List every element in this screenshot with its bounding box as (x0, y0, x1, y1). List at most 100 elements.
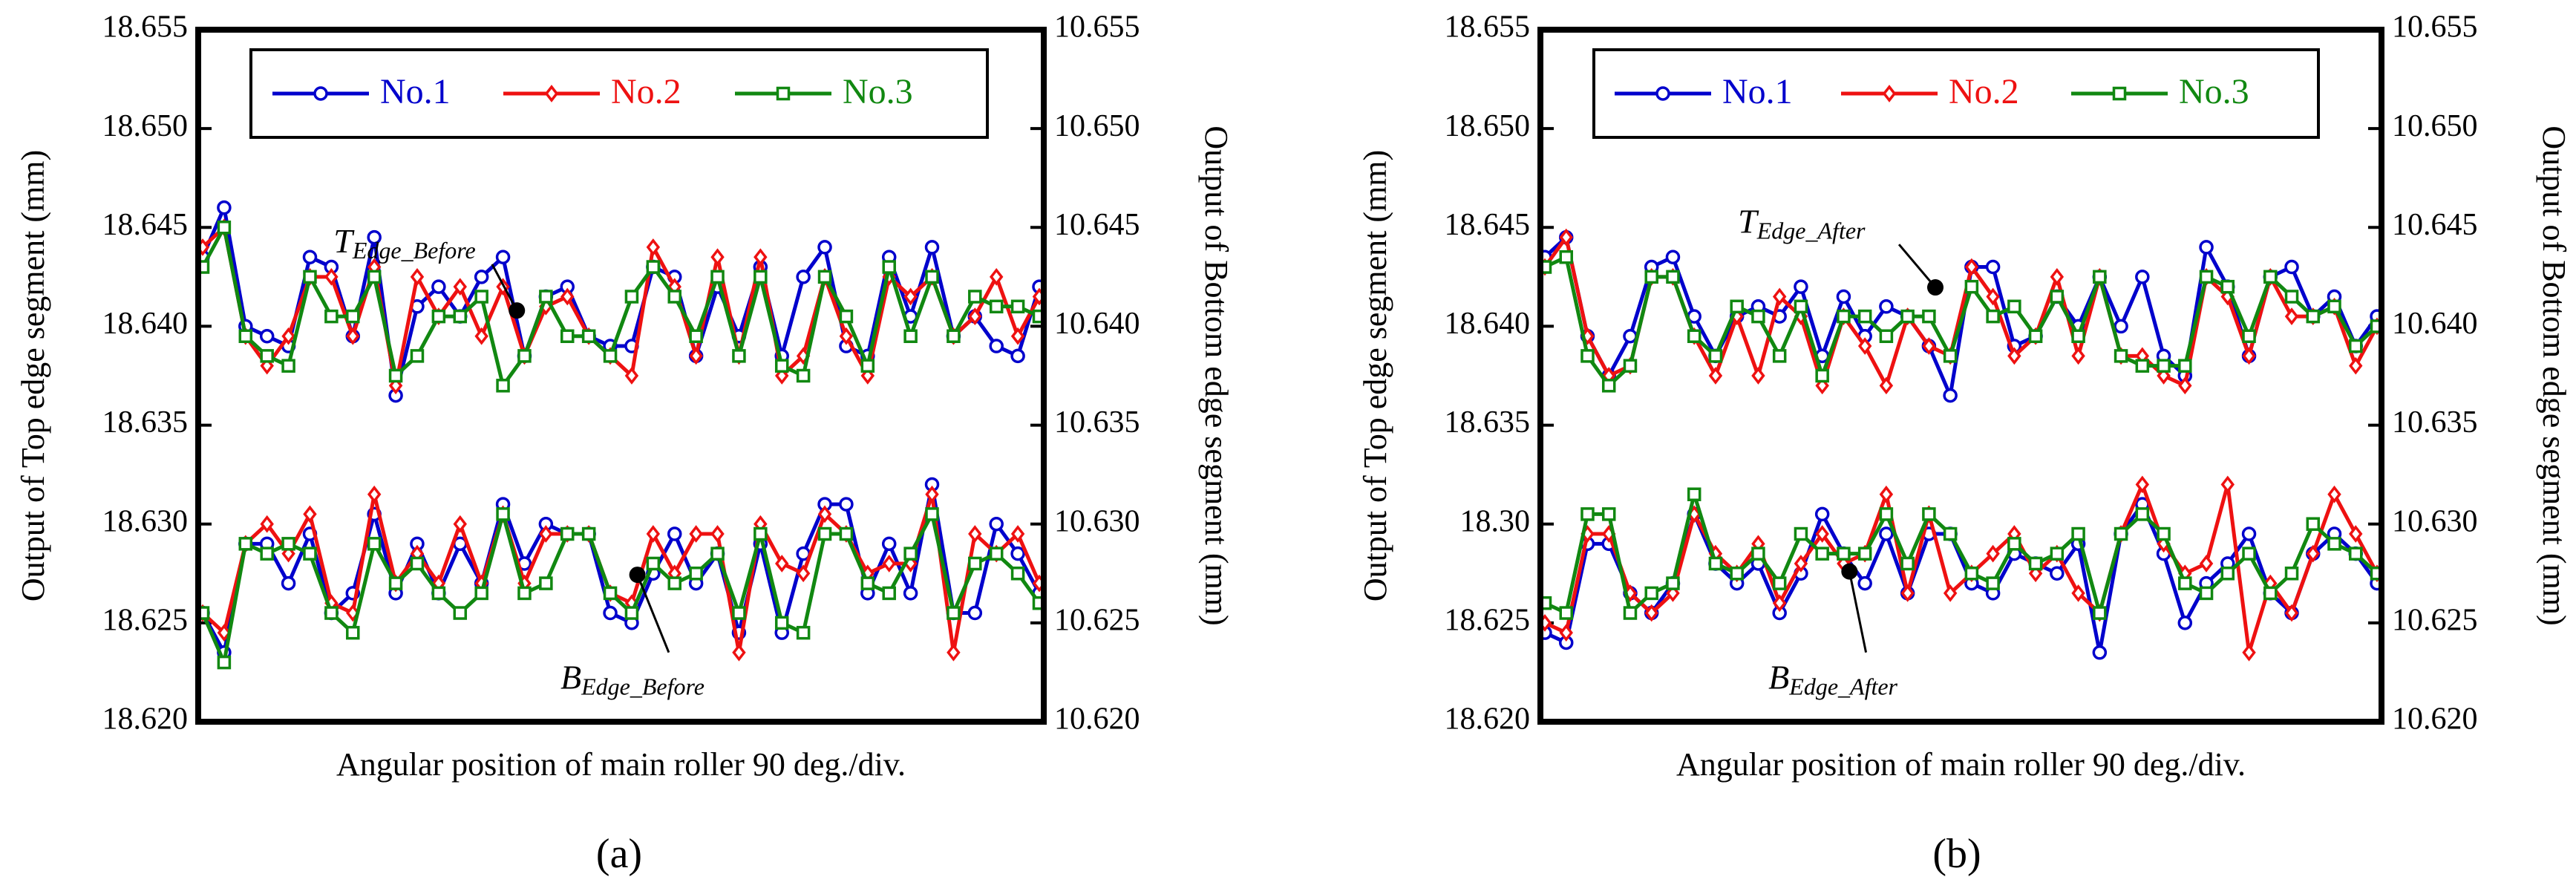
marker (1879, 526, 1894, 541)
marker (1794, 279, 1808, 294)
marker (2306, 517, 2321, 531)
marker (560, 526, 575, 541)
marker (238, 537, 253, 551)
marker (968, 307, 982, 325)
marker (1794, 299, 1808, 314)
marker (1559, 249, 1573, 264)
annotation-label: BEdge_Before (560, 658, 705, 700)
marker (1985, 259, 2001, 275)
annotation-dot (509, 302, 526, 319)
marker (217, 221, 232, 235)
series-line (1543, 492, 2379, 616)
marker (1601, 507, 1616, 521)
y2-tick-label: 10.630 (2392, 504, 2478, 538)
marker (1708, 349, 1723, 363)
marker (1879, 485, 1894, 503)
panel-label: (a) (596, 831, 642, 877)
legend-marker (1882, 85, 1897, 102)
marker (1879, 507, 1894, 521)
marker (303, 270, 317, 284)
y-axis-label: Output of Top edge segment (mm) (1357, 150, 1393, 601)
y2-axis-label: Output of Bottom edge segment (mm) (1198, 125, 1235, 625)
annotation-arrow (491, 264, 518, 311)
marker (2327, 537, 2341, 551)
marker (496, 507, 510, 521)
marker (2157, 526, 2171, 541)
marker (2349, 525, 2363, 543)
marker (260, 546, 274, 561)
marker (474, 586, 488, 601)
marker (560, 329, 575, 343)
y2-tick-label: 10.640 (1054, 307, 1140, 341)
marker (2306, 309, 2321, 324)
marker (346, 625, 360, 640)
y2-tick-label: 10.635 (2392, 405, 2478, 440)
y-tick-label: 18.645 (102, 208, 189, 242)
marker (839, 497, 854, 512)
marker (2114, 349, 2128, 363)
marker (775, 555, 789, 572)
marker (431, 586, 446, 601)
marker (2199, 586, 2214, 601)
marker (1922, 309, 1936, 324)
marker (947, 643, 961, 662)
marker (2284, 567, 2299, 581)
annotation-subscript: Edge_Before (581, 673, 705, 700)
marker (925, 507, 939, 521)
annotation-label: BEdge_After (1768, 658, 1897, 700)
marker (217, 624, 232, 642)
annotation-main: B (560, 658, 581, 696)
marker (839, 327, 854, 345)
marker (431, 309, 446, 324)
marker (689, 525, 703, 543)
marker (1986, 576, 2000, 590)
marker (410, 349, 425, 363)
marker (1708, 556, 1723, 571)
marker (1815, 546, 1829, 561)
marker (2114, 526, 2128, 541)
y-tick-label: 18.650 (1445, 109, 1531, 143)
marker (1900, 556, 1915, 571)
annotation-main: T (1738, 202, 1759, 240)
marker (646, 525, 661, 543)
marker (667, 576, 681, 590)
marker (710, 270, 725, 284)
y2-tick-label: 10.640 (2392, 307, 2478, 341)
marker (903, 586, 918, 601)
marker (774, 616, 789, 630)
marker (2199, 270, 2214, 284)
marker (817, 240, 832, 255)
marker (495, 249, 511, 264)
marker (839, 309, 854, 324)
marker (1751, 367, 1765, 385)
marker (388, 376, 403, 395)
marker (2177, 616, 2193, 630)
marker (1601, 379, 1616, 393)
marker (1794, 555, 1808, 572)
marker (817, 270, 832, 284)
marker (2007, 537, 2021, 551)
annotation-main: B (1768, 658, 1789, 696)
marker (453, 278, 467, 296)
marker (367, 485, 382, 503)
y-tick-label: 18.620 (102, 702, 189, 737)
y-tick-label: 18.30 (1460, 504, 1531, 538)
marker (796, 270, 811, 284)
legend-marker (2112, 86, 2127, 101)
chart-panel: 18.620 18.625 18.30 18.635 18.640 18.645 18.65… (1357, 10, 2572, 877)
marker (259, 328, 275, 344)
y-tick-label: 18.655 (1445, 10, 1531, 45)
marker (624, 290, 639, 304)
marker (324, 268, 339, 286)
marker (2157, 359, 2171, 373)
marker (989, 546, 1004, 561)
marker (710, 248, 725, 267)
marker (967, 605, 983, 621)
legend-box (249, 48, 989, 139)
marker (2050, 290, 2065, 304)
y2-tick-label: 10.650 (1054, 109, 1140, 143)
marker (281, 575, 296, 591)
marker (796, 564, 811, 583)
marker (217, 655, 232, 670)
